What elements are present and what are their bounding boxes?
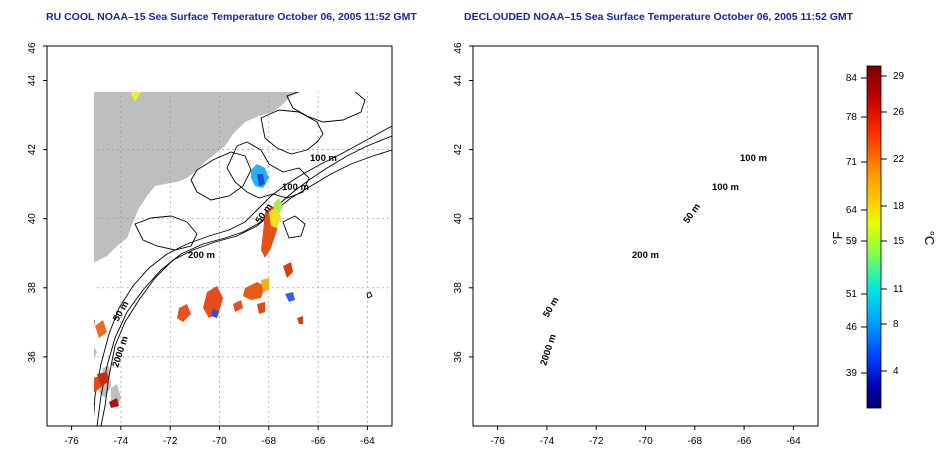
left-x-tick-label: -74 (114, 436, 129, 447)
colorbar-f-tick: 84 (846, 73, 858, 84)
colorbar-f-tick: 71 (846, 157, 858, 168)
right-map-frame (472, 45, 819, 427)
left-x-tick-label: -70 (212, 436, 227, 447)
right-bathymetry-contours (519, 84, 818, 426)
right-x-tick-label: -70 (638, 436, 653, 447)
colorbar-c-tick: 8 (893, 319, 899, 330)
left-y-tick-label: 36 (27, 351, 38, 363)
colorbar-f-tick: 78 (846, 112, 858, 123)
left-y-axis: 36 38 40 42 44 46 (27, 42, 47, 362)
contour-label: 2000 m (538, 333, 558, 367)
right-grid (473, 46, 818, 426)
right-x-tick-label: -68 (688, 436, 703, 447)
right-y-tick-label: 38 (453, 282, 464, 294)
left-x-tick-label: -64 (360, 436, 375, 447)
right-x-tick-label: -74 (540, 436, 555, 447)
colorbar-f-tick: 64 (846, 205, 858, 216)
colorbar-c-tick: 15 (893, 236, 905, 247)
right-y-tick-label: 42 (453, 144, 464, 156)
right-y-axis: 36 38 40 42 44 46 (453, 42, 473, 362)
right-x-tick-label: -72 (589, 436, 604, 447)
right-map-panel: -76 -74 -72 -70 -68 -66 -64 36 38 40 42 … (453, 42, 819, 447)
right-y-tick-label: 40 (453, 213, 464, 225)
contour-label: 100 m (740, 153, 767, 164)
left-panel-title: RU COOL NOAA–15 Sea Surface Temperature … (46, 11, 417, 23)
colorbar-f-tick: 51 (846, 289, 858, 300)
right-x-tick-label: -76 (490, 436, 505, 447)
colorbar: 84 78 71 64 59 51 46 39 29 26 22 18 15 1… (830, 65, 937, 409)
colorbar-c-tick: 11 (893, 284, 904, 295)
contour-label: 50 m (541, 295, 561, 319)
right-y-tick-label: 44 (453, 75, 464, 87)
left-y-tick-label: 44 (27, 75, 38, 87)
contour-label: 100 m (712, 182, 739, 193)
left-map-panel: -76 -74 -72 -70 -68 -66 -64 36 38 40 42 … (27, 42, 393, 447)
left-x-tick-label: -68 (262, 436, 277, 447)
colorbar-c-tick: 29 (893, 71, 905, 82)
left-x-tick-label: -76 (64, 436, 79, 447)
right-y-tick-label: 36 (453, 351, 464, 363)
contour-label: 200 m (188, 250, 215, 261)
colorbar-c-tick: 18 (893, 201, 905, 212)
contour-label: 50 m (681, 202, 702, 226)
right-x-axis: -76 -74 -72 -70 -68 -66 -64 (490, 426, 801, 447)
left-x-axis: -76 -74 -72 -70 -68 -66 -64 (64, 426, 375, 447)
right-ocean (473, 46, 818, 426)
right-x-tick-label: -64 (786, 436, 801, 447)
left-x-tick-label: -66 (311, 436, 326, 447)
contour-label: 100 m (282, 182, 309, 193)
left-y-tick-label: 38 (27, 282, 38, 294)
left-sst-patches (94, 92, 303, 408)
right-land (473, 46, 818, 426)
right-y-tick-label: 46 (453, 42, 464, 54)
right-sst-patches (473, 58, 705, 384)
colorbar-celsius-ticks: 29 26 22 18 15 11 8 4 (881, 71, 905, 377)
colorbar-c-tick: 22 (893, 154, 905, 165)
contour-label: 200 m (632, 250, 659, 261)
left-x-tick-label: -72 (163, 436, 178, 447)
right-panel-title: DECLOUDED NOAA–15 Sea Surface Temperatur… (464, 11, 854, 23)
contour-label: 100 m (310, 153, 337, 164)
colorbar-c-tick: 26 (893, 107, 905, 118)
colorbar-f-tick: 46 (846, 322, 858, 333)
colorbar-f-tick: 59 (846, 236, 858, 247)
colorbar-c-tick: 4 (893, 366, 899, 377)
colorbar-celsius-label: °C (922, 231, 937, 246)
left-y-tick-label: 46 (27, 42, 38, 54)
colorbar-fahrenheit-ticks: 84 78 71 64 59 51 46 39 (846, 73, 867, 379)
left-y-tick-label: 42 (27, 144, 38, 156)
left-y-tick-label: 40 (27, 213, 38, 225)
right-contour-labels: 100 m 100 m 50 m 200 m 50 m 2000 m (538, 153, 767, 367)
right-x-tick-label: -66 (737, 436, 752, 447)
colorbar-gradient (866, 65, 882, 409)
colorbar-f-tick: 39 (846, 368, 858, 379)
colorbar-fahrenheit-label: °F (830, 231, 845, 244)
